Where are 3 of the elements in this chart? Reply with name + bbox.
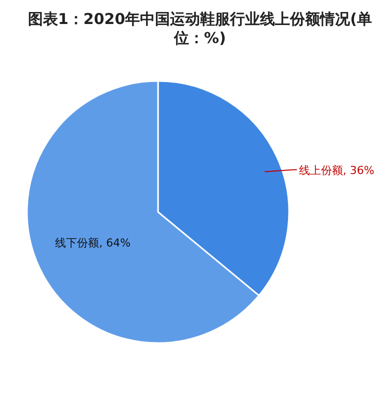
slice-label: 线下份额, 64% (55, 236, 131, 250)
chart-title: 图表1：2020年中国运动鞋服行业线上份额情况(单位：%) (26, 10, 374, 48)
slice-label: 线上份额, 36% (298, 164, 374, 177)
